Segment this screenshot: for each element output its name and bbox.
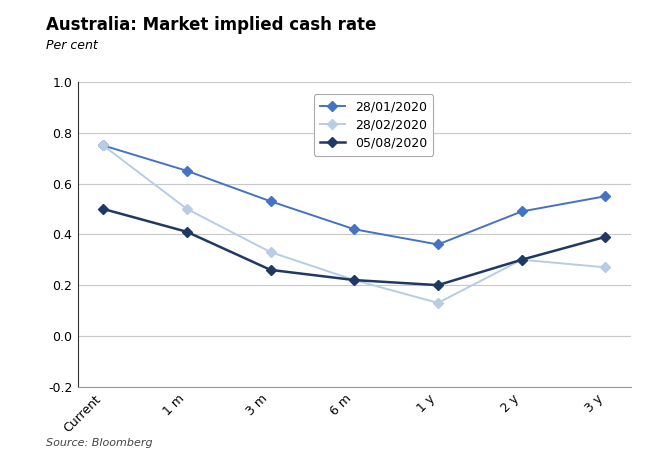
28/02/2020 <box>266 249 274 255</box>
28/01/2020 <box>518 209 526 214</box>
28/02/2020 <box>601 265 609 270</box>
28/02/2020 <box>434 300 442 306</box>
28/02/2020 <box>350 278 358 283</box>
28/01/2020 <box>183 168 190 173</box>
05/08/2020 <box>601 234 609 240</box>
28/02/2020 <box>183 206 190 212</box>
Text: Australia: Market implied cash rate: Australia: Market implied cash rate <box>46 16 376 34</box>
28/01/2020 <box>99 143 107 148</box>
Text: Per cent: Per cent <box>46 39 98 52</box>
05/08/2020 <box>518 257 526 263</box>
Line: 28/01/2020: 28/01/2020 <box>99 142 609 248</box>
28/02/2020 <box>518 257 526 263</box>
05/08/2020 <box>99 206 107 212</box>
28/01/2020 <box>350 227 358 232</box>
28/01/2020 <box>266 198 274 204</box>
Text: Source: Bloomberg: Source: Bloomberg <box>46 438 152 448</box>
05/08/2020 <box>183 229 190 234</box>
Line: 05/08/2020: 05/08/2020 <box>99 206 609 288</box>
28/01/2020 <box>434 242 442 247</box>
05/08/2020 <box>434 283 442 288</box>
05/08/2020 <box>350 278 358 283</box>
05/08/2020 <box>266 267 274 273</box>
28/02/2020 <box>99 143 107 148</box>
28/01/2020 <box>601 193 609 199</box>
Line: 28/02/2020: 28/02/2020 <box>99 142 609 306</box>
Legend: 28/01/2020, 28/02/2020, 05/08/2020: 28/01/2020, 28/02/2020, 05/08/2020 <box>313 94 434 156</box>
